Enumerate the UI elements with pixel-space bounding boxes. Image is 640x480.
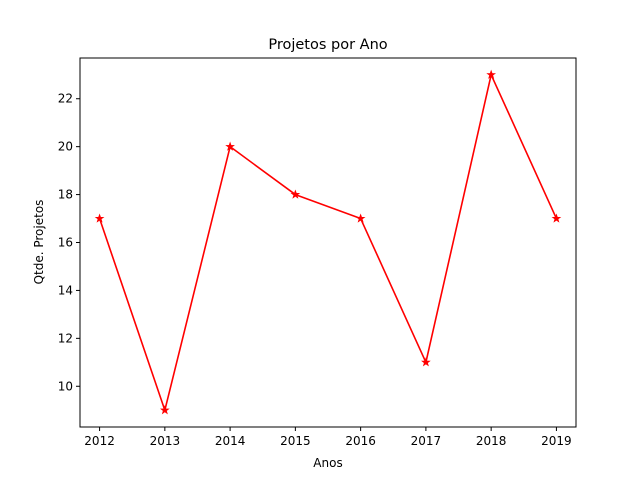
series-layer <box>94 69 562 415</box>
y-tick-label: 12 <box>58 331 73 345</box>
y-tick-label: 14 <box>58 283 73 297</box>
y-tick-label: 22 <box>58 92 73 106</box>
y-tick-label: 16 <box>58 236 73 250</box>
series-line <box>98 73 558 412</box>
y-tick-label: 18 <box>58 188 73 202</box>
x-tick-label: 2016 <box>345 434 376 448</box>
data-point-star <box>355 213 366 223</box>
data-point-star <box>225 141 235 151</box>
data-point-star <box>486 69 497 79</box>
data-point-star <box>290 189 301 199</box>
plot-frame <box>79 57 577 428</box>
data-point-star <box>94 213 105 223</box>
x-tick-label: 2013 <box>150 434 181 448</box>
x-tick-label: 2019 <box>541 434 572 448</box>
data-point-star <box>159 405 170 415</box>
x-axis-label: Anos <box>313 456 342 470</box>
y-tick-label: 10 <box>58 379 73 393</box>
x-tick-label: 2014 <box>215 434 246 448</box>
x-tick-label: 2015 <box>280 434 311 448</box>
axis-ticks: 2012 2013 2014 2015 2016 2017 2018 201910121416… <box>58 92 572 448</box>
chart-title: Projetos por Ano <box>268 37 387 53</box>
y-tick-label: 20 <box>58 140 73 154</box>
data-point-star <box>551 213 562 223</box>
y-axis-label: Qtde. Projetos <box>32 200 46 285</box>
x-tick-label: 2012 <box>84 434 115 448</box>
data-point-star <box>421 357 431 367</box>
x-tick-label: 2018 <box>476 434 507 448</box>
x-tick-label: 2017 <box>411 434 442 448</box>
